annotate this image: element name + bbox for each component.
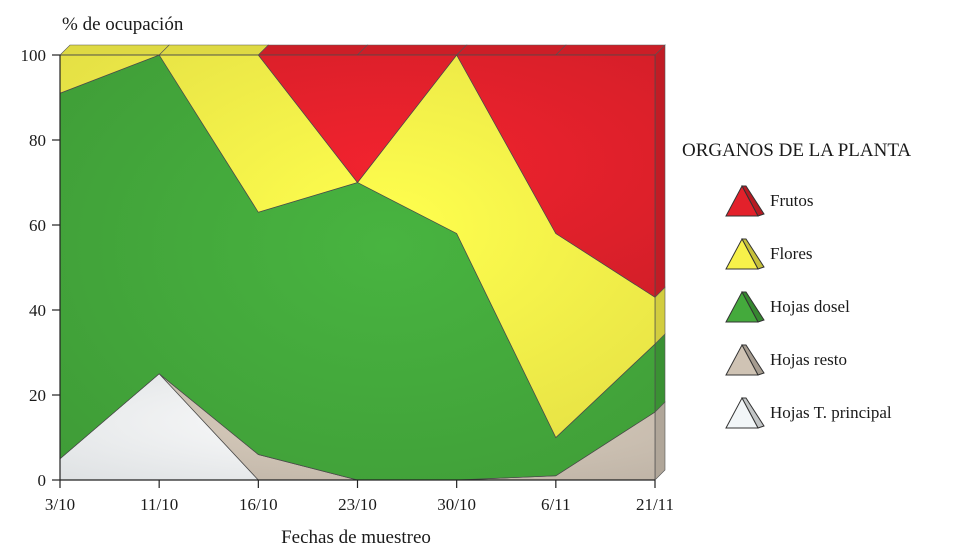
top-face-segment	[257, 44, 369, 56]
x-tick-label: 23/10	[338, 495, 377, 514]
side-face-hojas-dosel	[654, 333, 666, 413]
legend-swatch	[725, 290, 765, 323]
y-tick-label: 20	[29, 386, 46, 405]
legend: ORGANOS DE LA PLANTA Frutos Flores Hojas d…	[682, 140, 911, 439]
legend-swatch	[725, 343, 765, 376]
y-tick-label: 0	[38, 471, 47, 490]
area-frutos	[60, 54, 656, 298]
legend-item-hojas-resto: Hojas resto	[724, 333, 911, 386]
legend-item-hojas-t-principal: Hojas T. principal	[724, 386, 911, 439]
x-tick-label: 3/10	[45, 495, 75, 514]
top-face-segment	[158, 44, 270, 56]
legend-label: Hojas resto	[770, 349, 847, 369]
legend-item-flores: Flores	[724, 227, 911, 280]
legend-label: Hojas dosel	[770, 296, 850, 316]
side-face-hojas-resto	[654, 401, 666, 481]
x-tick-label: 11/10	[140, 495, 178, 514]
top-face-segment	[356, 44, 468, 56]
side-face-frutos	[654, 44, 666, 298]
x-axis-label: Fechas de muestreo	[281, 527, 431, 548]
top-face-segment	[555, 44, 666, 56]
x-tick-label: 6/11	[541, 495, 571, 514]
legend-label: Flores	[770, 243, 813, 263]
legend-title: ORGANOS DE LA PLANTA	[682, 140, 912, 161]
x-tick-label: 30/10	[437, 495, 476, 514]
legend-swatch	[725, 237, 765, 270]
y-tick-label: 80	[29, 131, 46, 150]
y-tick-label: 100	[21, 46, 47, 65]
top-face-segment	[59, 44, 170, 56]
legend-label: Frutos	[770, 190, 814, 210]
y-tick-label: 40	[29, 301, 46, 320]
legend-item-frutos: Frutos	[724, 174, 911, 227]
legend-swatch	[725, 184, 765, 217]
y-tick-label: 60	[29, 216, 46, 235]
x-tick-label: 16/10	[239, 495, 278, 514]
legend-label: Hojas T. principal	[770, 402, 892, 422]
x-tick-label: 21/11	[636, 495, 674, 514]
legend-swatch	[725, 396, 765, 429]
y-axis-label: % de ocupación	[62, 14, 184, 35]
top-face-segment	[455, 44, 567, 56]
legend-item-hojas-dosel: Hojas dosel	[724, 280, 911, 333]
